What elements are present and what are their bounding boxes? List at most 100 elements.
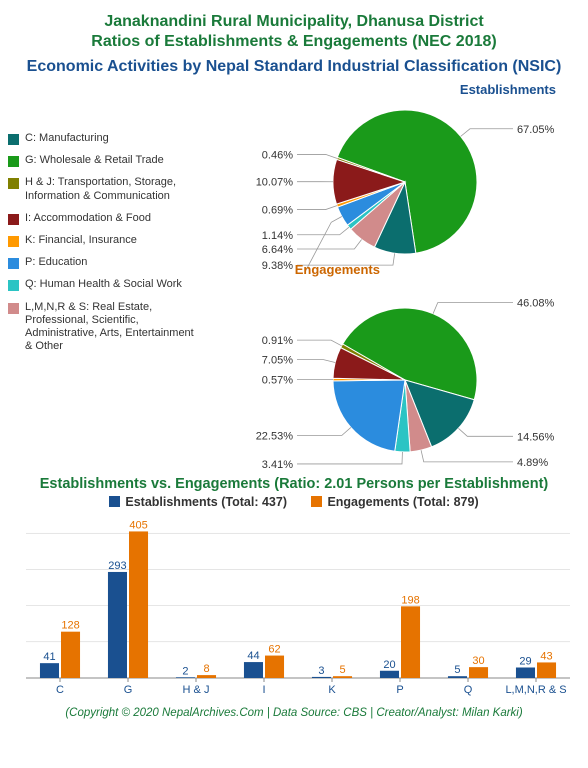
pie-slice-label: 0.91% — [262, 335, 293, 347]
legend-swatch — [8, 178, 19, 189]
legend-label: C: Manufacturing — [25, 132, 109, 145]
bar-legend-establishments: Establishments (Total: 437) — [109, 495, 287, 509]
pie-section: C: Manufacturing G: Wholesale & Retail Tr… — [8, 82, 580, 472]
pie-slice-label: 1.14% — [262, 230, 293, 242]
bar-value-label: 198 — [401, 594, 419, 606]
legend-item: P: Education — [8, 256, 198, 269]
bar-category-label: G — [124, 684, 133, 696]
bar-engagements — [401, 606, 420, 678]
chart-container: Janaknandini Rural Municipality, Dhanusa… — [0, 0, 588, 731]
bar-section-title: Establishments vs. Engagements (Ratio: 2… — [8, 476, 580, 492]
pie-slice-label: 0.69% — [262, 205, 293, 217]
legend-item: H & J: Transportation, Storage, Informat… — [8, 176, 198, 202]
bar-value-label: 41 — [43, 651, 55, 663]
bar-value-label: 5 — [339, 664, 345, 676]
legend-item: Q: Human Health & Social Work — [8, 278, 198, 291]
leader-line — [297, 340, 342, 346]
legend-swatch — [8, 280, 19, 291]
bar-value-label: 20 — [383, 659, 395, 671]
bar-value-label: 44 — [247, 650, 259, 662]
bar-chart-svg: 41128C293405G28H & J4462I35K20198P530Q29… — [8, 520, 580, 700]
pie-establishments-svg: 67.05%9.38%6.64%1.14%4.58%0.69%10.07%0.4… — [200, 82, 580, 272]
leader-line — [297, 206, 337, 210]
legend-item: L,M,N,R & S: Real Estate, Professional, … — [8, 301, 198, 354]
bar-legend: Establishments (Total: 437) Engagements … — [8, 494, 580, 512]
legend-label: K: Financial, Insurance — [25, 234, 137, 247]
bar-category-label: K — [328, 684, 336, 696]
bar-value-label: 8 — [203, 663, 209, 675]
pie-slice-label: 46.08% — [517, 298, 555, 310]
pie-engagements-svg: 46.08% 14.56% 4.89% 3.41% 22.53% 0.57% 7.05% 0.… — [200, 272, 580, 472]
legend-label: H & J: Transportation, Storage, Informat… — [25, 176, 198, 202]
pie-engagements-title: Engagements — [295, 262, 380, 277]
legend-label: I: Accommodation & Food — [25, 212, 151, 225]
leader-line — [297, 154, 337, 158]
legend-swatch — [8, 214, 19, 225]
bar-category-label: L,M,N,R & S — [505, 684, 566, 696]
pie-slice-label: 9.38% — [262, 260, 293, 272]
legend-swatch — [8, 236, 19, 247]
category-legend: C: Manufacturing G: Wholesale & Retail Tr… — [8, 82, 200, 362]
bar-value-label: 2 — [182, 665, 188, 677]
legend-swatch — [8, 258, 19, 269]
bar-engagements — [333, 676, 352, 678]
pie-slice-label: 6.64% — [262, 244, 293, 256]
bar-engagements — [129, 531, 148, 678]
legend-label: L,M,N,R & S: Real Estate, Professional, … — [25, 301, 198, 354]
bar-engagements — [265, 656, 284, 678]
bar-value-label: 29 — [519, 656, 531, 668]
bar-value-label: 405 — [129, 520, 147, 531]
pie-slice-label: 14.56% — [517, 431, 555, 443]
leader-line — [297, 452, 402, 464]
bar-establishments — [244, 662, 263, 678]
leader-line — [458, 428, 513, 436]
bar-category-label: P — [396, 684, 403, 696]
pies-column: Establishments 67.05%9.38%6.64%1.14%4.58… — [200, 82, 580, 472]
pie-slice — [333, 380, 405, 451]
pie-slice-label: 22.53% — [256, 430, 294, 442]
bar-establishments — [40, 663, 59, 678]
pie-row: C: Manufacturing G: Wholesale & Retail Tr… — [8, 82, 580, 472]
bar-value-label: 62 — [268, 644, 280, 656]
legend-item: C: Manufacturing — [8, 132, 198, 145]
pie-slice-label: 3.41% — [262, 459, 293, 471]
legend-label: P: Education — [25, 256, 87, 269]
legend-swatch — [8, 156, 19, 167]
pie-slice-label: 4.89% — [517, 457, 548, 469]
main-title: Janaknandini Rural Municipality, Dhanusa… — [8, 12, 580, 52]
legend-item: K: Financial, Insurance — [8, 234, 198, 247]
bar-establishments — [176, 677, 195, 678]
title-line2: Ratios of Establishments & Engagements (… — [91, 33, 496, 50]
bar-legend-est-label: Establishments (Total: 437) — [125, 495, 287, 509]
bar-legend-engagements: Engagements (Total: 879) — [311, 495, 478, 509]
legend-swatch — [8, 303, 19, 314]
bar-category-label: Q — [464, 684, 473, 696]
leader-line — [297, 427, 351, 435]
legend-swatch — [8, 134, 19, 145]
bar-engagements — [537, 662, 556, 678]
bar-engagements — [197, 675, 216, 678]
pie-slice-label: 10.07% — [256, 177, 294, 189]
bar-value-label: 3 — [318, 665, 324, 677]
bar-establishments — [380, 671, 399, 678]
bar-value-label: 43 — [540, 650, 552, 662]
legend-label: Q: Human Health & Social Work — [25, 278, 182, 291]
subtitle: Economic Activities by Nepal Standard In… — [8, 58, 580, 76]
bar-value-label: 5 — [454, 664, 460, 676]
bar-value-label: 30 — [472, 655, 484, 667]
bar-engagements — [469, 667, 488, 678]
pie-establishments-title: Establishments — [460, 82, 556, 97]
pie-slice-label: 0.46% — [262, 149, 293, 161]
pie-slice-label: 7.05% — [262, 355, 293, 367]
bar-establishments — [448, 676, 467, 678]
bar-category-label: H & J — [183, 684, 210, 696]
bar-value-label: 293 — [108, 560, 126, 572]
leader-line — [297, 360, 335, 363]
bar-category-label: I — [262, 684, 265, 696]
leader-line — [461, 129, 513, 137]
pie-slice-label: 0.57% — [262, 375, 293, 387]
bar-establishments — [108, 572, 127, 678]
bar-value-label: 128 — [61, 620, 79, 632]
legend-item: G: Wholesale & Retail Trade — [8, 154, 198, 167]
bar-engagements — [61, 632, 80, 678]
